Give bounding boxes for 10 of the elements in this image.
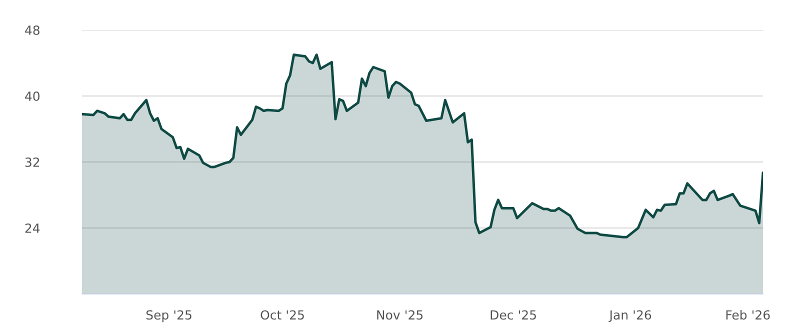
y-tick-label: 24: [25, 223, 40, 233]
x-tick-label: Jan '26: [608, 310, 652, 322]
x-tick-label: Dec '25: [490, 310, 536, 320]
y-tick-label: 40: [25, 91, 40, 101]
y-tick-label: 32: [25, 157, 40, 167]
x-tick-label: Nov '25: [377, 310, 423, 320]
x-tick-label: Oct '25: [260, 310, 304, 320]
x-tick-label: Sep '25: [146, 310, 192, 322]
x-tick-label: Feb '26: [726, 310, 770, 320]
y-tick-label: 48: [25, 25, 40, 35]
